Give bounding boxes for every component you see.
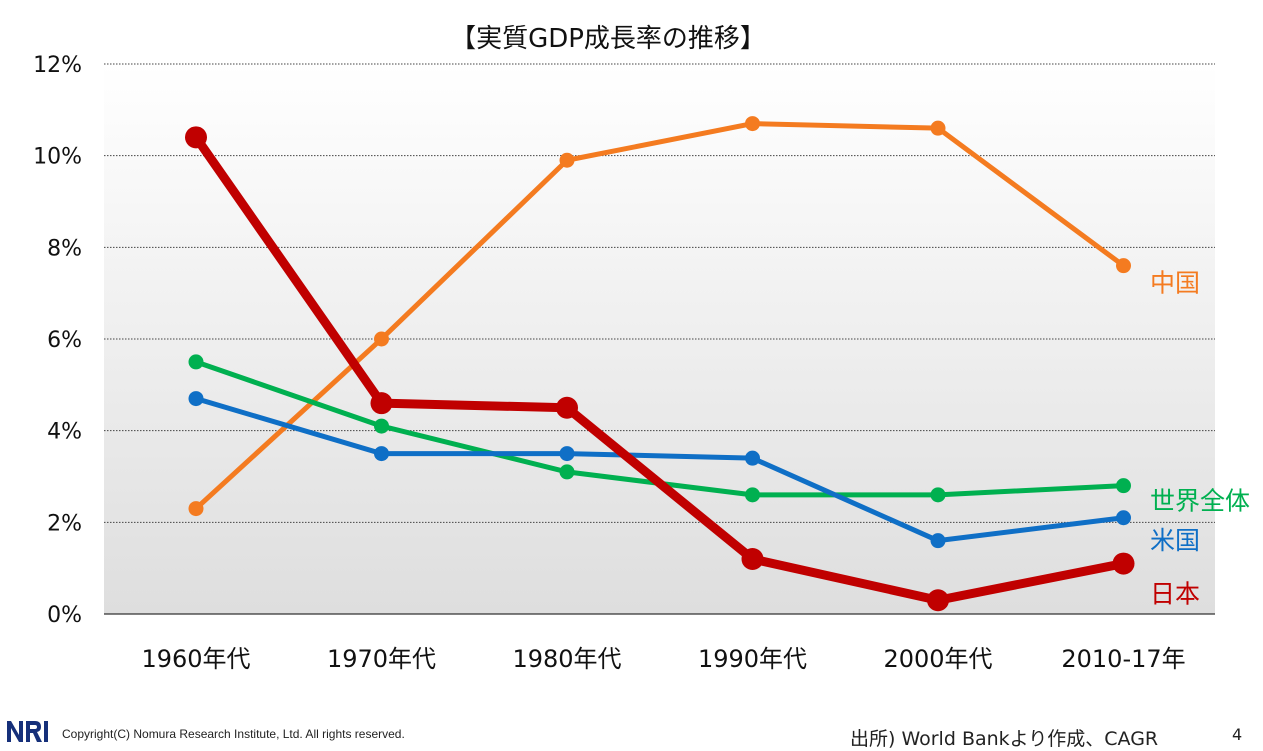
nri-logo	[7, 721, 48, 742]
data-point	[927, 589, 949, 612]
series-line	[192, 134, 1125, 605]
y-tick-label: 2%	[47, 511, 82, 536]
x-tick-label: 1970年代	[327, 645, 436, 673]
data-point	[185, 126, 207, 149]
data-point	[559, 446, 575, 462]
data-point	[559, 464, 575, 480]
x-tick-label: 2010-17年	[1061, 645, 1185, 673]
y-tick-label: 4%	[47, 420, 82, 445]
series-日本	[185, 126, 1135, 612]
data-point	[370, 392, 393, 415]
data-point	[374, 331, 389, 347]
source-note: 出所) World Bankより作成、CAGR	[850, 728, 1159, 750]
x-tick-label: 2000年代	[883, 645, 992, 673]
data-point	[930, 120, 946, 136]
series-line	[195, 396, 1124, 544]
x-tick-label: 1960年代	[141, 645, 250, 673]
data-point	[745, 450, 760, 466]
x-tick-label: 1990年代	[698, 645, 807, 673]
data-point	[374, 418, 389, 434]
x-tick-label: 1980年代	[512, 645, 621, 673]
series-line	[194, 121, 1125, 511]
y-tick-label: 6%	[47, 328, 82, 353]
series-米国	[188, 391, 1131, 549]
data-point	[556, 396, 578, 419]
data-point	[559, 152, 575, 168]
data-point	[188, 354, 204, 370]
y-tick-label: 0%	[47, 603, 82, 628]
series-label: 米国	[1150, 526, 1200, 555]
copyright-text: Copyright(C) Nomura Research Institute, …	[62, 727, 405, 741]
data-point	[374, 446, 389, 462]
data-point	[745, 487, 760, 503]
data-point	[188, 391, 204, 407]
data-point	[1112, 552, 1135, 575]
y-tick-label: 10%	[33, 145, 82, 170]
series-label: 日本	[1150, 580, 1200, 609]
data-point	[930, 487, 946, 503]
data-point	[1116, 510, 1131, 526]
data-point	[741, 548, 764, 570]
series-中国	[188, 116, 1131, 517]
y-tick-label: 8%	[47, 236, 82, 261]
series-label: 世界全体	[1150, 487, 1250, 516]
data-point	[745, 116, 760, 132]
page-number: 4	[1232, 725, 1243, 744]
data-point	[188, 501, 204, 517]
data-point	[1116, 258, 1131, 274]
chart-title: 【実質GDP成長率の推移】	[450, 24, 766, 54]
y-tick-label: 12%	[33, 53, 82, 78]
series-label: 中国	[1150, 269, 1200, 298]
data-point	[930, 533, 946, 549]
data-point	[1116, 478, 1131, 494]
